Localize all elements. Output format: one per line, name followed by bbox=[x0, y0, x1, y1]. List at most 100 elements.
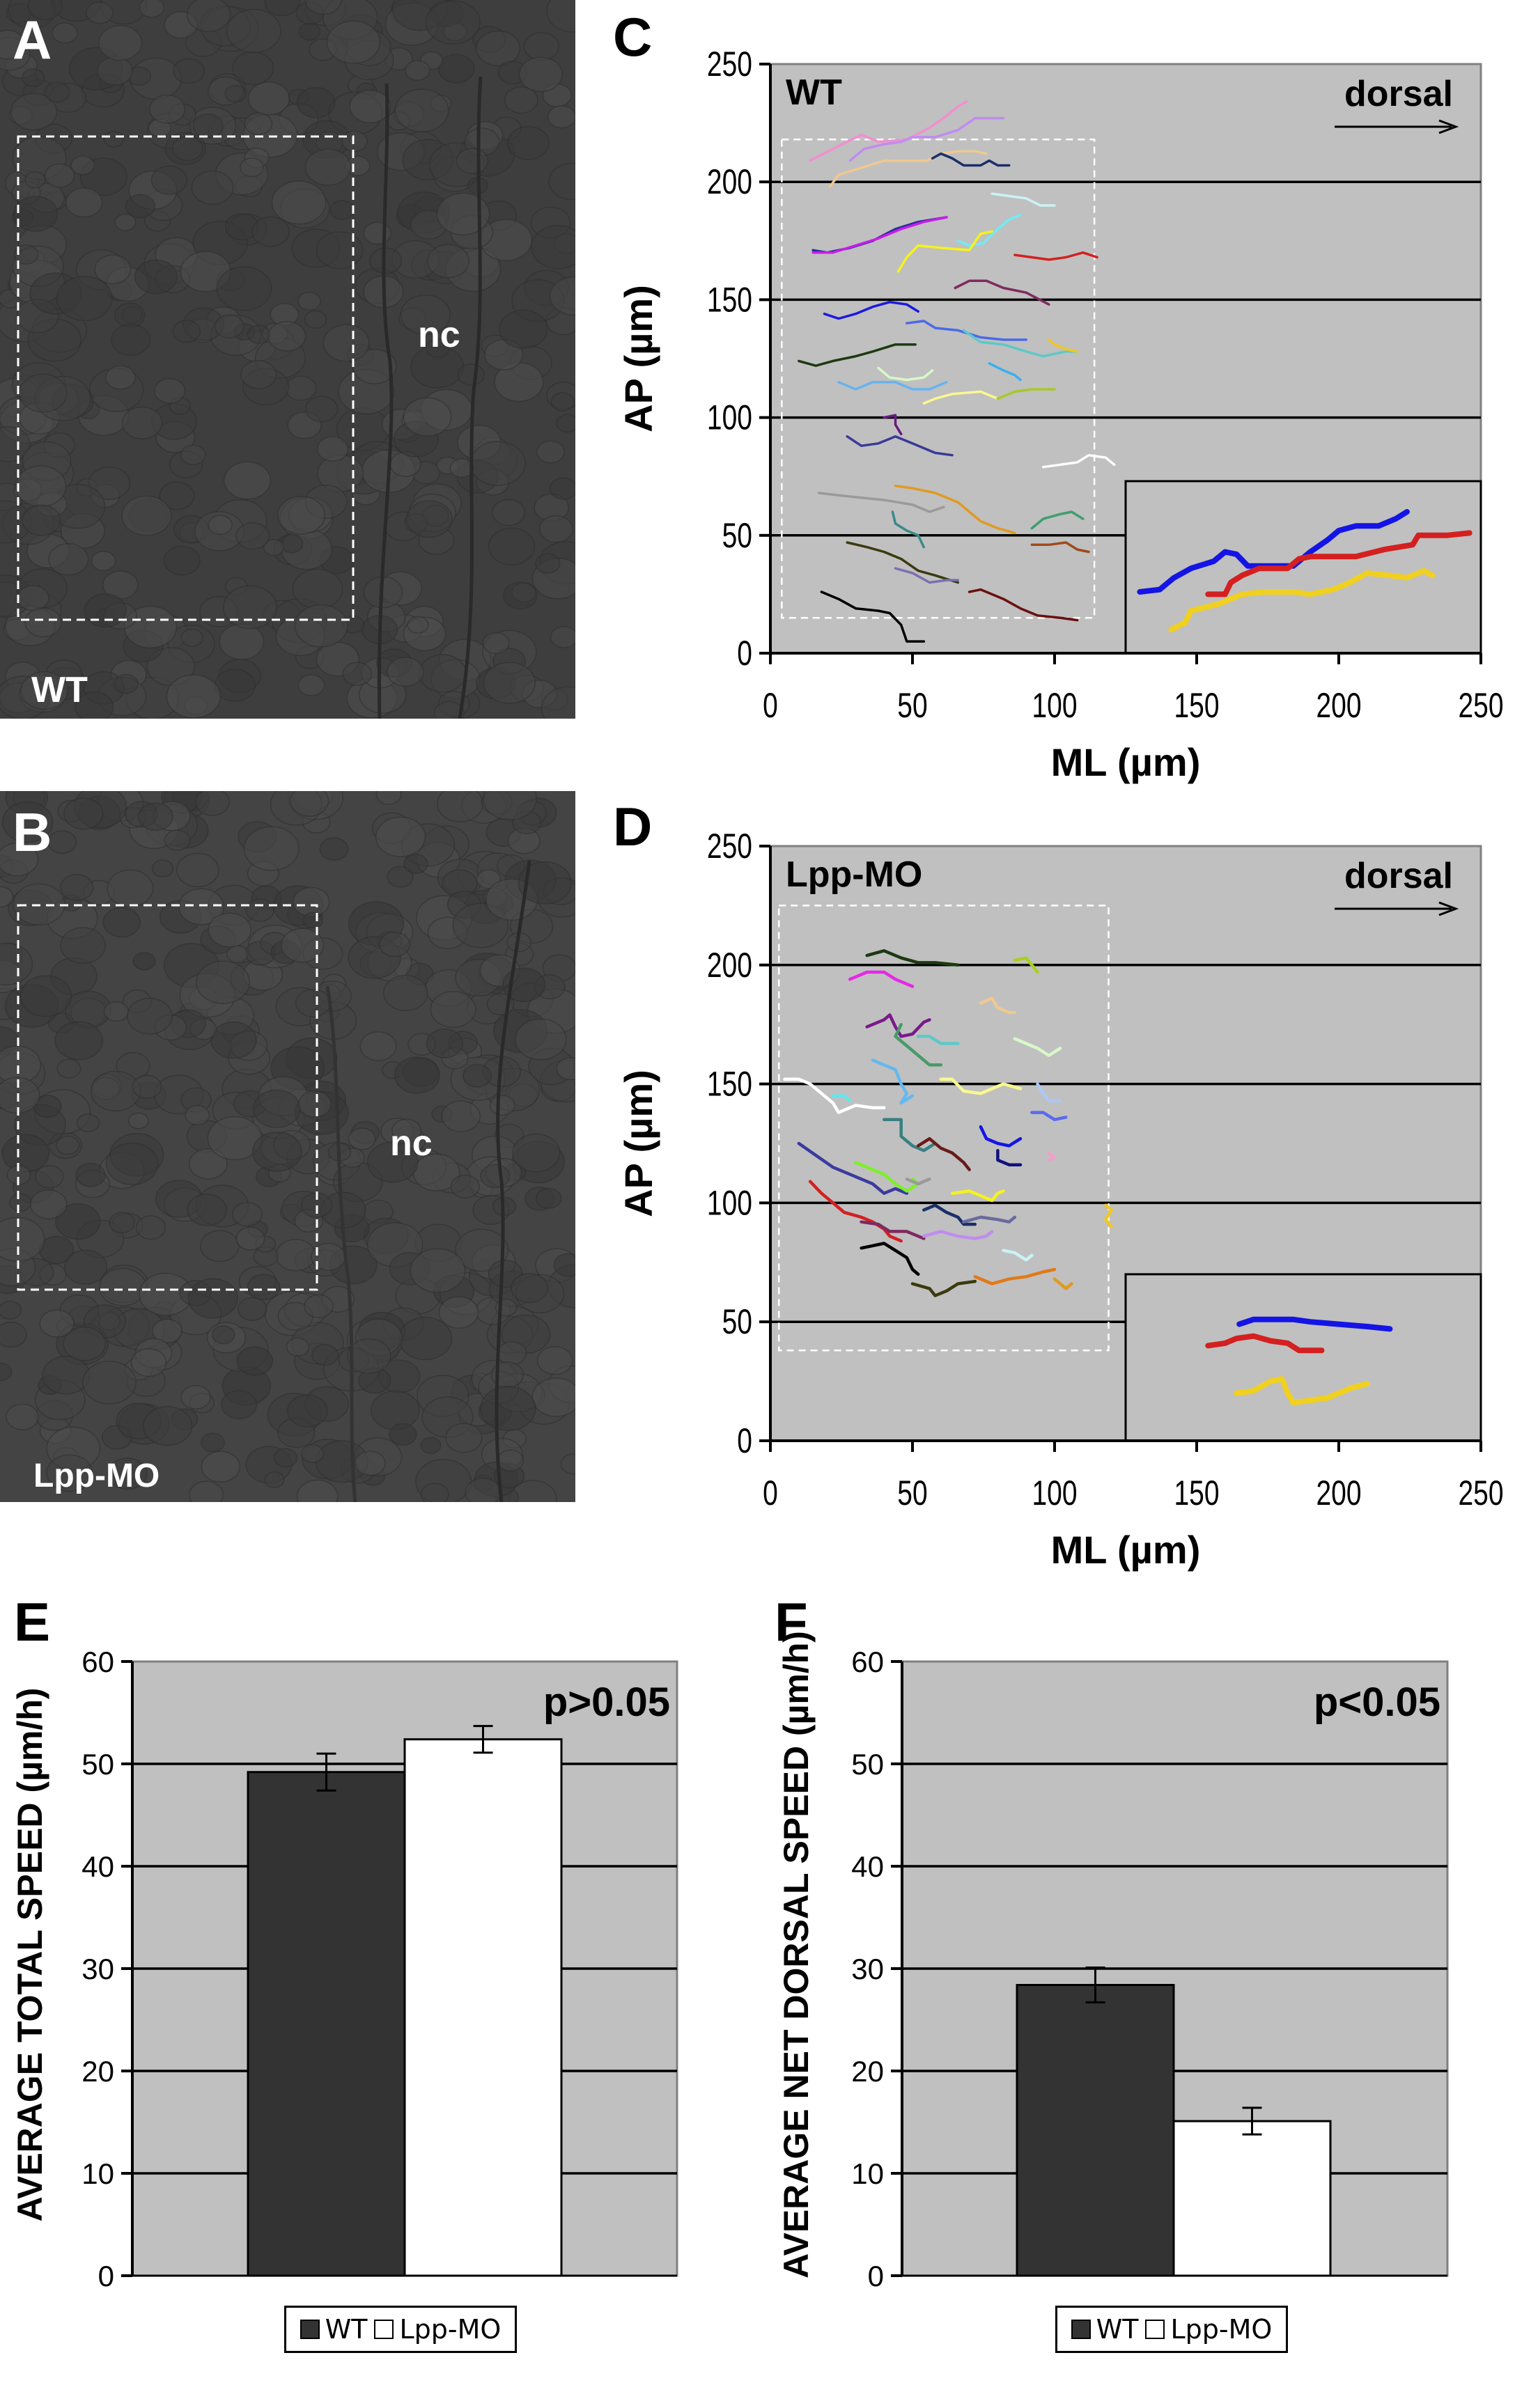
cell-texture bbox=[0, 1321, 27, 1348]
cell-track bbox=[910, 1279, 977, 1297]
cell-track bbox=[797, 1141, 909, 1195]
cell-texture bbox=[52, 22, 78, 44]
cell-texture bbox=[48, 542, 89, 576]
cell-track bbox=[922, 1230, 994, 1240]
nc-label: nc bbox=[390, 1123, 433, 1164]
cell-texture bbox=[103, 1001, 130, 1022]
y-tick-label: 40 bbox=[851, 1850, 884, 1883]
cell-track bbox=[956, 213, 1022, 247]
cell-track bbox=[973, 1267, 1057, 1285]
cell-texture bbox=[138, 802, 173, 831]
cell-texture bbox=[0, 426, 31, 462]
y-tick-label: 40 bbox=[81, 1850, 114, 1883]
cell-texture bbox=[20, 975, 72, 1017]
cell-texture bbox=[24, 607, 62, 638]
cell-texture bbox=[523, 32, 560, 61]
y-tick-label: 0 bbox=[98, 2260, 114, 2292]
cell-texture bbox=[46, 1454, 93, 1492]
cell-texture bbox=[387, 657, 424, 687]
cell-texture bbox=[492, 499, 526, 526]
cell-texture bbox=[518, 861, 572, 905]
cell-texture bbox=[556, 414, 575, 433]
y-tick-label: 50 bbox=[851, 1748, 884, 1781]
bar-chart-net-dorsal-speed: 0 10 20 30 40 50 60 AVERAGE NET DORSAL SPEED (µ… bbox=[777, 1631, 1449, 2292]
cell-texture bbox=[211, 1325, 235, 1345]
cell-texture bbox=[329, 200, 355, 220]
cell-texture bbox=[0, 1077, 40, 1114]
cell-texture bbox=[450, 1174, 481, 1199]
cell-track bbox=[1048, 338, 1079, 353]
cell-texture bbox=[90, 1070, 141, 1112]
bar-wt bbox=[247, 1771, 406, 2277]
cell-texture bbox=[267, 320, 306, 352]
cell-texture bbox=[114, 302, 146, 328]
cell-texture bbox=[430, 990, 476, 1029]
cell-texture bbox=[105, 1143, 159, 1185]
cell-texture bbox=[394, 88, 449, 132]
y-tick-label: 60 bbox=[81, 1645, 114, 1678]
cell-texture bbox=[389, 1423, 417, 1446]
cell-track bbox=[922, 390, 1000, 405]
cell-texture bbox=[531, 1377, 575, 1417]
cell-texture bbox=[405, 60, 430, 81]
cell-track bbox=[883, 414, 903, 436]
cell-texture bbox=[65, 187, 103, 218]
cell-texture bbox=[512, 1133, 561, 1173]
cell-track bbox=[798, 343, 917, 367]
x-axis-label: ML (µm) bbox=[1051, 740, 1201, 784]
cell-texture bbox=[0, 1362, 13, 1382]
cell-texture bbox=[224, 84, 247, 103]
cell-texture bbox=[109, 1212, 136, 1234]
micrograph-lpp-mo-texture bbox=[0, 791, 575, 1502]
cell-texture bbox=[379, 932, 411, 957]
cell-texture bbox=[375, 816, 426, 857]
cell-texture bbox=[347, 1338, 391, 1374]
cell-texture bbox=[224, 461, 272, 500]
legend-item-wt: WT bbox=[1071, 2314, 1138, 2345]
cell-texture bbox=[44, 81, 70, 103]
cell-texture bbox=[369, 247, 403, 274]
cell-texture bbox=[504, 86, 538, 114]
cell-texture bbox=[426, 1029, 463, 1058]
cell-texture bbox=[300, 1444, 325, 1463]
x-tick-label: 0 bbox=[763, 1473, 778, 1512]
cell-texture bbox=[19, 373, 68, 413]
cell-track bbox=[882, 1118, 937, 1152]
cell-texture bbox=[231, 1202, 263, 1227]
cell-texture bbox=[546, 0, 575, 33]
cell-texture bbox=[75, 1162, 106, 1187]
cell-texture bbox=[240, 360, 277, 389]
cell-texture bbox=[164, 829, 191, 851]
y-tick-label: 20 bbox=[81, 2055, 114, 2088]
cell-texture bbox=[178, 888, 225, 925]
cell-texture bbox=[15, 465, 67, 508]
cell-track bbox=[1013, 1037, 1062, 1057]
cell-track bbox=[1041, 453, 1116, 469]
cell-track bbox=[1030, 510, 1085, 530]
cell-texture bbox=[433, 701, 465, 719]
cell-texture bbox=[302, 912, 324, 929]
legend-e: WT Lpp-MO bbox=[284, 2306, 517, 2353]
cell-texture bbox=[86, 1, 114, 24]
legend-label: WT bbox=[325, 2314, 368, 2345]
x-tick-label: 150 bbox=[1174, 685, 1219, 725]
cell-texture bbox=[549, 276, 575, 316]
cell-texture bbox=[420, 1483, 449, 1502]
cell-texture bbox=[63, 1326, 107, 1361]
cell-texture bbox=[240, 157, 264, 178]
cell-texture bbox=[560, 1453, 575, 1475]
cell-texture bbox=[391, 1118, 421, 1143]
panel-letter-e: E bbox=[14, 1591, 51, 1652]
y-tick-label: 50 bbox=[81, 1748, 114, 1781]
cell-texture bbox=[208, 912, 251, 948]
cell-track bbox=[831, 1094, 852, 1102]
cell-texture bbox=[121, 406, 163, 439]
dorsal-annotation: dorsal bbox=[1344, 856, 1453, 896]
dorsal-arrow-icon bbox=[1438, 119, 1459, 134]
cell-texture bbox=[82, 1361, 137, 1405]
cell-texture bbox=[497, 1449, 525, 1471]
cell-texture bbox=[538, 515, 574, 543]
cell-texture bbox=[497, 1340, 527, 1366]
y-tick-label: 20 bbox=[851, 2055, 884, 2088]
cell-texture bbox=[507, 125, 550, 160]
